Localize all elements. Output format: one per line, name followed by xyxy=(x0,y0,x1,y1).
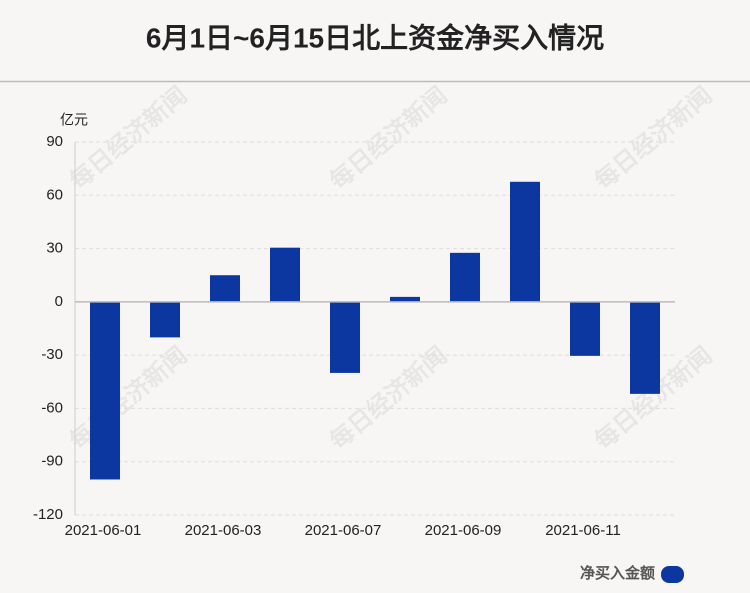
x-tick-label: 2021-06-09 xyxy=(425,522,502,539)
x-tick-label: 2021-06-11 xyxy=(545,522,621,539)
y-tick-label: 30 xyxy=(46,240,63,257)
x-tick-label: 2021-06-07 xyxy=(305,522,382,539)
chart-title: 6月1日~6月15日北上资金净买入情况 xyxy=(146,21,604,53)
legend-swatch xyxy=(661,566,684,583)
y-tick-label: -60 xyxy=(41,399,63,416)
y-unit: 亿元 xyxy=(60,112,88,128)
y-tick-label: -90 xyxy=(41,453,63,470)
bar xyxy=(90,301,120,480)
y-tick-label: 0 xyxy=(55,293,63,310)
y-tick-label: 60 xyxy=(46,186,63,203)
bar xyxy=(150,301,180,338)
legend-label: 净买入金额 xyxy=(580,564,655,582)
bar xyxy=(570,301,600,356)
y-tick-label: 90 xyxy=(46,133,63,150)
x-tick-label: 2021-06-01 xyxy=(65,522,142,539)
bar xyxy=(330,301,360,373)
bar xyxy=(510,181,540,302)
y-tick-label: -120 xyxy=(33,506,63,523)
x-tick-label: 2021-06-03 xyxy=(185,522,262,539)
bar xyxy=(450,252,480,302)
bar xyxy=(630,301,660,394)
bar xyxy=(210,275,240,302)
bar xyxy=(270,247,300,302)
bar xyxy=(390,296,420,302)
y-tick-label: -30 xyxy=(41,346,63,363)
